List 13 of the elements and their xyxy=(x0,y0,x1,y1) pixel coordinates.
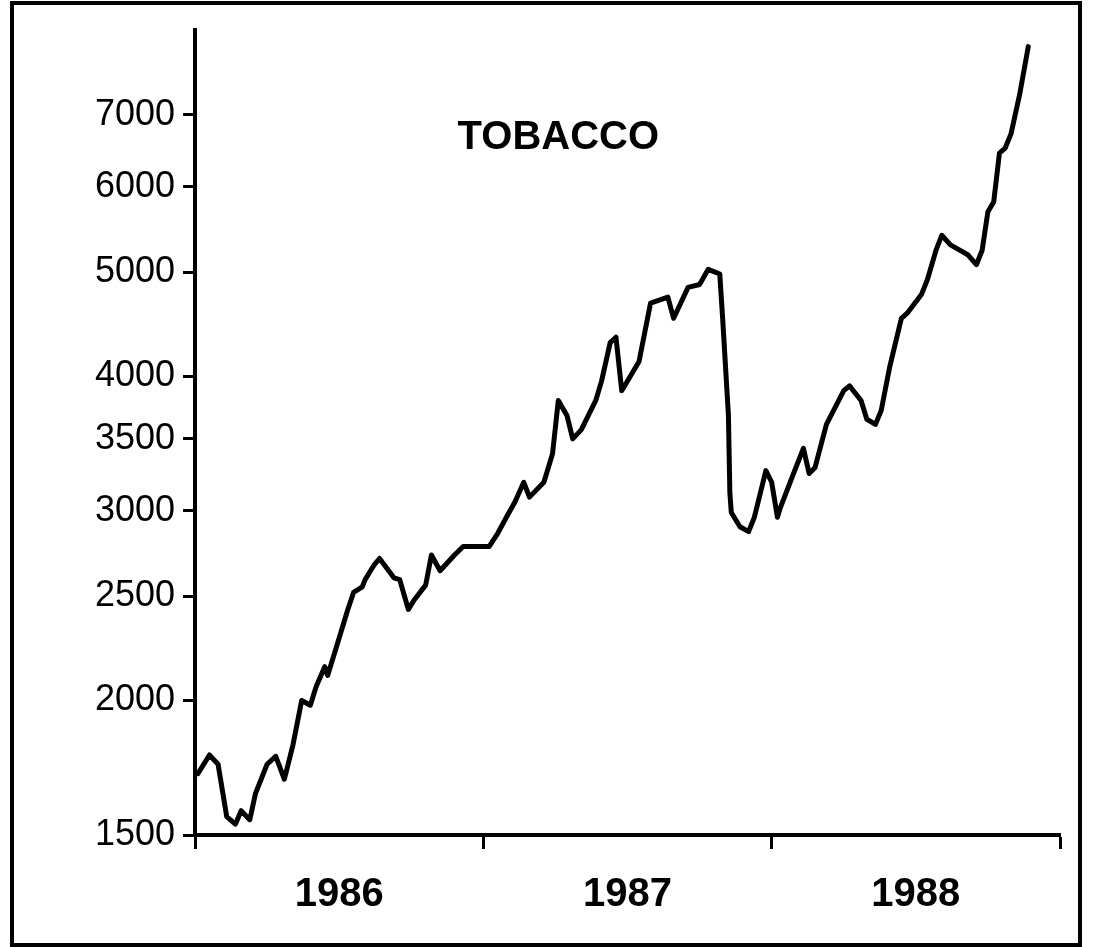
y-tick-label: 3000 xyxy=(94,487,175,529)
y-tick-label: 3500 xyxy=(94,415,175,457)
y-tick-label: 7000 xyxy=(94,91,175,133)
x-tick-label: 1987 xyxy=(583,870,672,915)
y-tick-label: 6000 xyxy=(94,163,175,205)
x-tick-label: 1986 xyxy=(294,870,384,915)
x-tick-label: 1988 xyxy=(871,870,961,915)
y-tick-label: 5000 xyxy=(94,249,175,291)
y-tick-label: 2000 xyxy=(94,677,175,719)
y-tick-label: 4000 xyxy=(94,353,175,395)
text: TOBACCO xyxy=(457,112,660,157)
y-tick-label: 2500 xyxy=(94,573,175,615)
y-tick-label: 1500 xyxy=(94,811,175,853)
